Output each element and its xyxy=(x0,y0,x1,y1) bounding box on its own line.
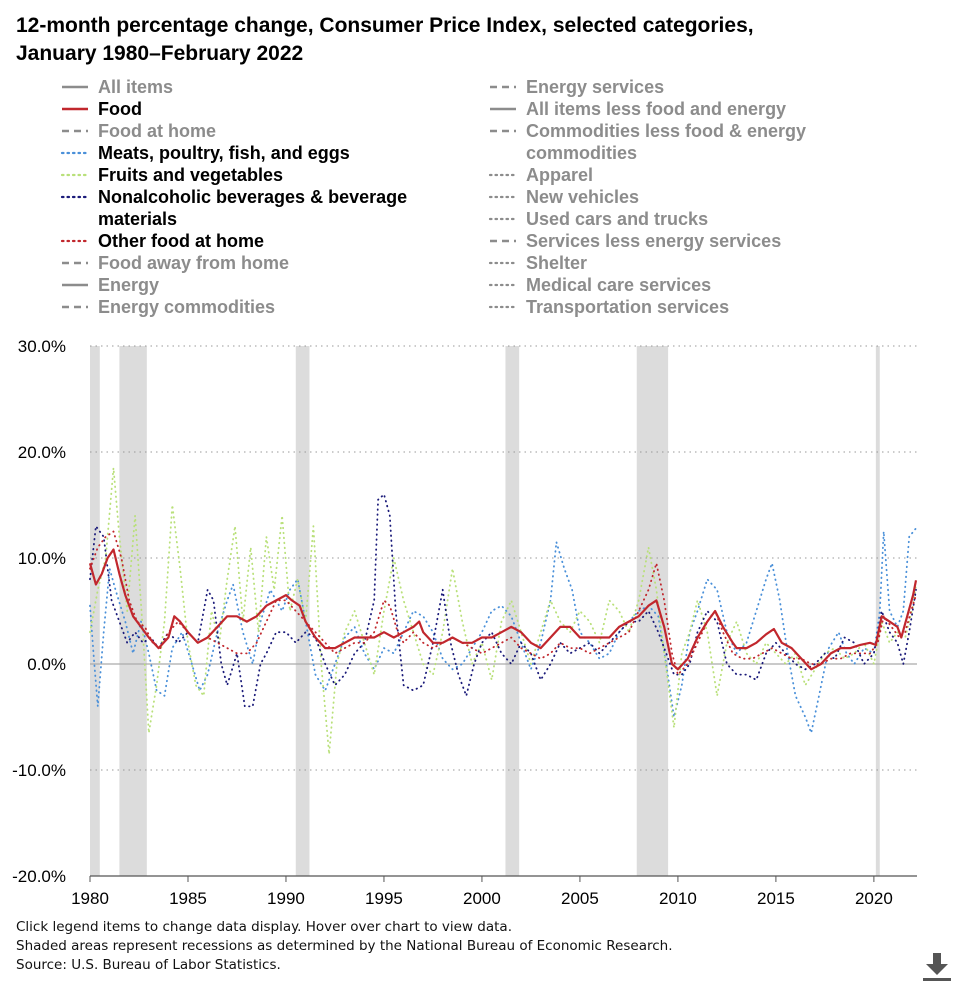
legend-swatch xyxy=(62,305,88,309)
legend-swatch xyxy=(488,173,518,177)
x-tick-label: 2015 xyxy=(757,889,795,908)
legend-swatch xyxy=(488,261,518,265)
legend-label: Meats, poultry, fish, and eggs xyxy=(98,143,350,163)
legend-item-meats-poultry-fish-and-eggs[interactable]: Meats, poultry, fish, and eggs xyxy=(60,142,480,164)
legend-item-apparel[interactable]: Apparel xyxy=(488,164,908,186)
y-tick-label: -10.0% xyxy=(12,761,66,780)
recession-band xyxy=(119,346,147,876)
legend-label: Energy xyxy=(98,275,160,295)
x-tick-label: 2000 xyxy=(463,889,501,908)
legend-item-food-at-home[interactable]: Food at home xyxy=(60,120,480,142)
legend-item-new-vehicles[interactable]: New vehicles xyxy=(488,186,908,208)
legend-label: Fruits and vegetables xyxy=(98,165,284,185)
legend-item-food-away-from-home[interactable]: Food away from home xyxy=(60,252,480,274)
chart-title-line1: 12-month percentage change, Consumer Pri… xyxy=(16,14,754,37)
legend-label: Food away from home xyxy=(98,253,290,273)
y-tick-label: -20.0% xyxy=(12,867,66,886)
x-tick-label: 1995 xyxy=(365,889,403,908)
chart-title: 12-month percentage change, Consumer Pri… xyxy=(16,12,936,68)
legend-swatch xyxy=(62,107,88,111)
series-line-meats-poultry-fish-and-eggs[interactable] xyxy=(89,527,917,734)
legend-label: Other food at home xyxy=(98,231,264,251)
legend-swatch xyxy=(62,129,88,133)
legend-swatch xyxy=(62,261,88,265)
note-recessions: Shaded areas represent recessions as det… xyxy=(16,938,673,954)
legend-swatch xyxy=(60,239,90,243)
x-tick-label: 1980 xyxy=(71,889,109,908)
legend-swatch xyxy=(62,85,88,89)
legend-item-used-cars-and-trucks[interactable]: Used cars and trucks xyxy=(488,208,908,230)
legend-left-column: All items Food Food at home Meats, poultry,… xyxy=(60,76,480,318)
legend-swatch xyxy=(60,195,90,199)
note-source: Source: U.S. Bureau of Labor Statistics. xyxy=(16,957,281,973)
legend-swatch xyxy=(60,151,90,155)
legend-swatch xyxy=(490,107,516,111)
y-tick-label: 10.0% xyxy=(18,549,66,568)
series-line-fruits-and-vegetables[interactable] xyxy=(89,467,917,755)
legend-swatch xyxy=(490,129,516,133)
legend-item-all-items[interactable]: All items xyxy=(60,76,480,98)
legend-swatch xyxy=(62,283,88,287)
cpi-line-chart[interactable]: 30.0% 20.0% 10.0% 0.0% -10.0% -20.0% 1980 1985 1… xyxy=(0,330,975,910)
x-tick-label: 1990 xyxy=(267,889,305,908)
legend-label: Transportation services xyxy=(526,297,730,317)
legend-swatch xyxy=(488,195,518,199)
legend-label: Food at home xyxy=(98,121,216,141)
y-tick-label: 30.0% xyxy=(18,337,66,356)
chart-title-line2: January 1980–February 2022 xyxy=(16,42,304,65)
legend-right-column: Energy services All items less food and e… xyxy=(488,76,908,318)
legend-swatch xyxy=(490,239,516,243)
legend-label: Shelter xyxy=(526,253,588,273)
legend-label: Commodities less food & energy commoditi… xyxy=(526,121,807,163)
y-tick-label: 0.0% xyxy=(27,655,66,674)
legend-item-other-food-at-home[interactable]: Other food at home xyxy=(60,230,480,252)
legend-label: Services less energy services xyxy=(526,231,782,251)
recession-band xyxy=(505,346,520,876)
x-tick-label: 2005 xyxy=(561,889,599,908)
series-line-other-food-at-home[interactable] xyxy=(89,530,917,676)
legend-item-shelter[interactable]: Shelter xyxy=(488,252,908,274)
x-tick-label: 2010 xyxy=(659,889,697,908)
legend-label: Food xyxy=(98,99,142,119)
legend-label: All items xyxy=(98,77,174,97)
recession-band xyxy=(636,346,669,876)
legend-item-energy-commodities[interactable]: Energy commodities xyxy=(60,296,480,318)
legend-label: Energy commodities xyxy=(98,297,276,317)
legend-label: Nonalcoholic beverages & beverage materi… xyxy=(98,187,408,229)
recession-band xyxy=(875,346,880,876)
legend-item-food[interactable]: Food xyxy=(60,98,480,120)
legend-item-fruits-and-vegetables[interactable]: Fruits and vegetables xyxy=(60,164,480,186)
x-tick-label: 1985 xyxy=(169,889,207,908)
legend-swatch xyxy=(60,173,90,177)
y-tick-label: 20.0% xyxy=(18,443,66,462)
legend-item-energy-services[interactable]: Energy services xyxy=(488,76,908,98)
chart-notes: Click legend items to change data displa… xyxy=(16,918,672,975)
note-instructions: Click legend items to change data displa… xyxy=(16,919,512,935)
legend-item-services-less-energy-services[interactable]: Services less energy services xyxy=(488,230,908,252)
series-line-nonalcoholic-beverages-beverage-materials[interactable] xyxy=(89,493,917,708)
legend-label: New vehicles xyxy=(526,187,640,207)
legend-item-transportation-services[interactable]: Transportation services xyxy=(488,296,908,318)
series-line-food[interactable] xyxy=(88,548,918,671)
legend-swatch xyxy=(488,305,518,309)
legend-swatch xyxy=(490,85,516,89)
legend-swatch xyxy=(488,283,518,287)
legend-label: Used cars and trucks xyxy=(526,209,709,229)
legend-item-nonalcoholic-beverages-beverage-materials[interactable]: Nonalcoholic beverages & beverage materi… xyxy=(60,186,480,230)
legend-label: Apparel xyxy=(526,165,594,185)
legend-item-medical-care-services[interactable]: Medical care services xyxy=(488,274,908,296)
x-tick-label: 2020 xyxy=(855,889,893,908)
legend-item-commodities-less-food-energy-commodities[interactable]: Commodities less food & energy commoditi… xyxy=(488,120,908,164)
legend-label: All items less food and energy xyxy=(526,99,787,119)
legend-label: Energy services xyxy=(526,77,665,97)
legend-item-all-items-less-food-and-energy[interactable]: All items less food and energy xyxy=(488,98,908,120)
recession-band xyxy=(90,346,100,876)
legend-label: Medical care services xyxy=(526,275,712,295)
legend-item-energy[interactable]: Energy xyxy=(60,274,480,296)
legend-swatch xyxy=(488,217,518,221)
download-icon[interactable] xyxy=(920,950,954,984)
